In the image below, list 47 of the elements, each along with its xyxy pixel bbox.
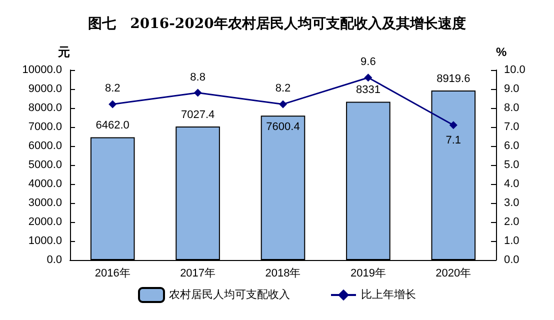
y-tick-label: 10000.0	[22, 64, 62, 76]
y-tick-label: 9000.0	[28, 83, 62, 95]
y2-tick-label: 7.0	[504, 121, 520, 133]
data-label: 7600.4	[266, 121, 300, 134]
legend-label: 农村居民人均可支配收入	[169, 288, 290, 301]
data-label: 7.1	[446, 134, 462, 147]
legend-label: 比上年增长	[361, 288, 416, 301]
y-tick-label: 0.0	[46, 254, 62, 266]
point	[108, 100, 117, 108]
point	[449, 121, 458, 130]
y-axis-title: 元	[57, 45, 70, 59]
data-label: 7027.4	[180, 108, 215, 121]
chart-title: 图七 2016-2020年农村居民人均可支配收入及其增长速度	[88, 15, 466, 32]
x-tick-label: 2019年	[350, 268, 386, 280]
data-label: 8919.6	[436, 73, 470, 86]
y2-tick-label: 6.0	[504, 140, 520, 152]
y-tick-label: 5000.0	[28, 159, 62, 171]
y2-tick-label: 3.0	[504, 197, 520, 209]
y2-tick-label: 4.0	[504, 178, 520, 190]
data-label: 6462.0	[96, 120, 130, 132]
y2-tick-label: 0.0	[504, 254, 520, 266]
y-tick-label: 3000.0	[28, 197, 62, 209]
x-tick-label: 2017年	[180, 268, 216, 280]
data-label: 9.6	[360, 56, 376, 68]
point	[279, 100, 287, 108]
y2-tick-label: 10.0	[504, 64, 526, 76]
y2-tick-label: 2.0	[504, 216, 520, 228]
y2-tick-label: 8.0	[504, 102, 520, 114]
y-tick-label: 2000.0	[28, 216, 62, 228]
y-tick-label: 4000.0	[28, 178, 62, 190]
data-label: 8.8	[190, 71, 206, 84]
y-tick-label: 8000.0	[28, 102, 62, 114]
x-tick-label: 2020年	[436, 268, 472, 280]
data-label: 8331	[356, 84, 380, 96]
y2-tick-label: 1.0	[504, 235, 520, 247]
x-tick-label: 2018年	[265, 268, 301, 280]
point	[364, 74, 372, 82]
y2-tick-label: 9.0	[504, 83, 520, 95]
y-tick-label: 1000.0	[28, 235, 62, 247]
data-label: 8.2	[275, 82, 291, 95]
data-label: 8.2	[104, 82, 120, 95]
y2-axis-title: %	[496, 45, 507, 59]
y-tick-label: 6000.0	[28, 140, 62, 152]
y2-tick-label: 5.0	[504, 159, 520, 171]
x-tick-label: 2016年	[94, 268, 130, 280]
point	[194, 88, 202, 97]
y-tick-label: 7000.0	[28, 121, 62, 133]
